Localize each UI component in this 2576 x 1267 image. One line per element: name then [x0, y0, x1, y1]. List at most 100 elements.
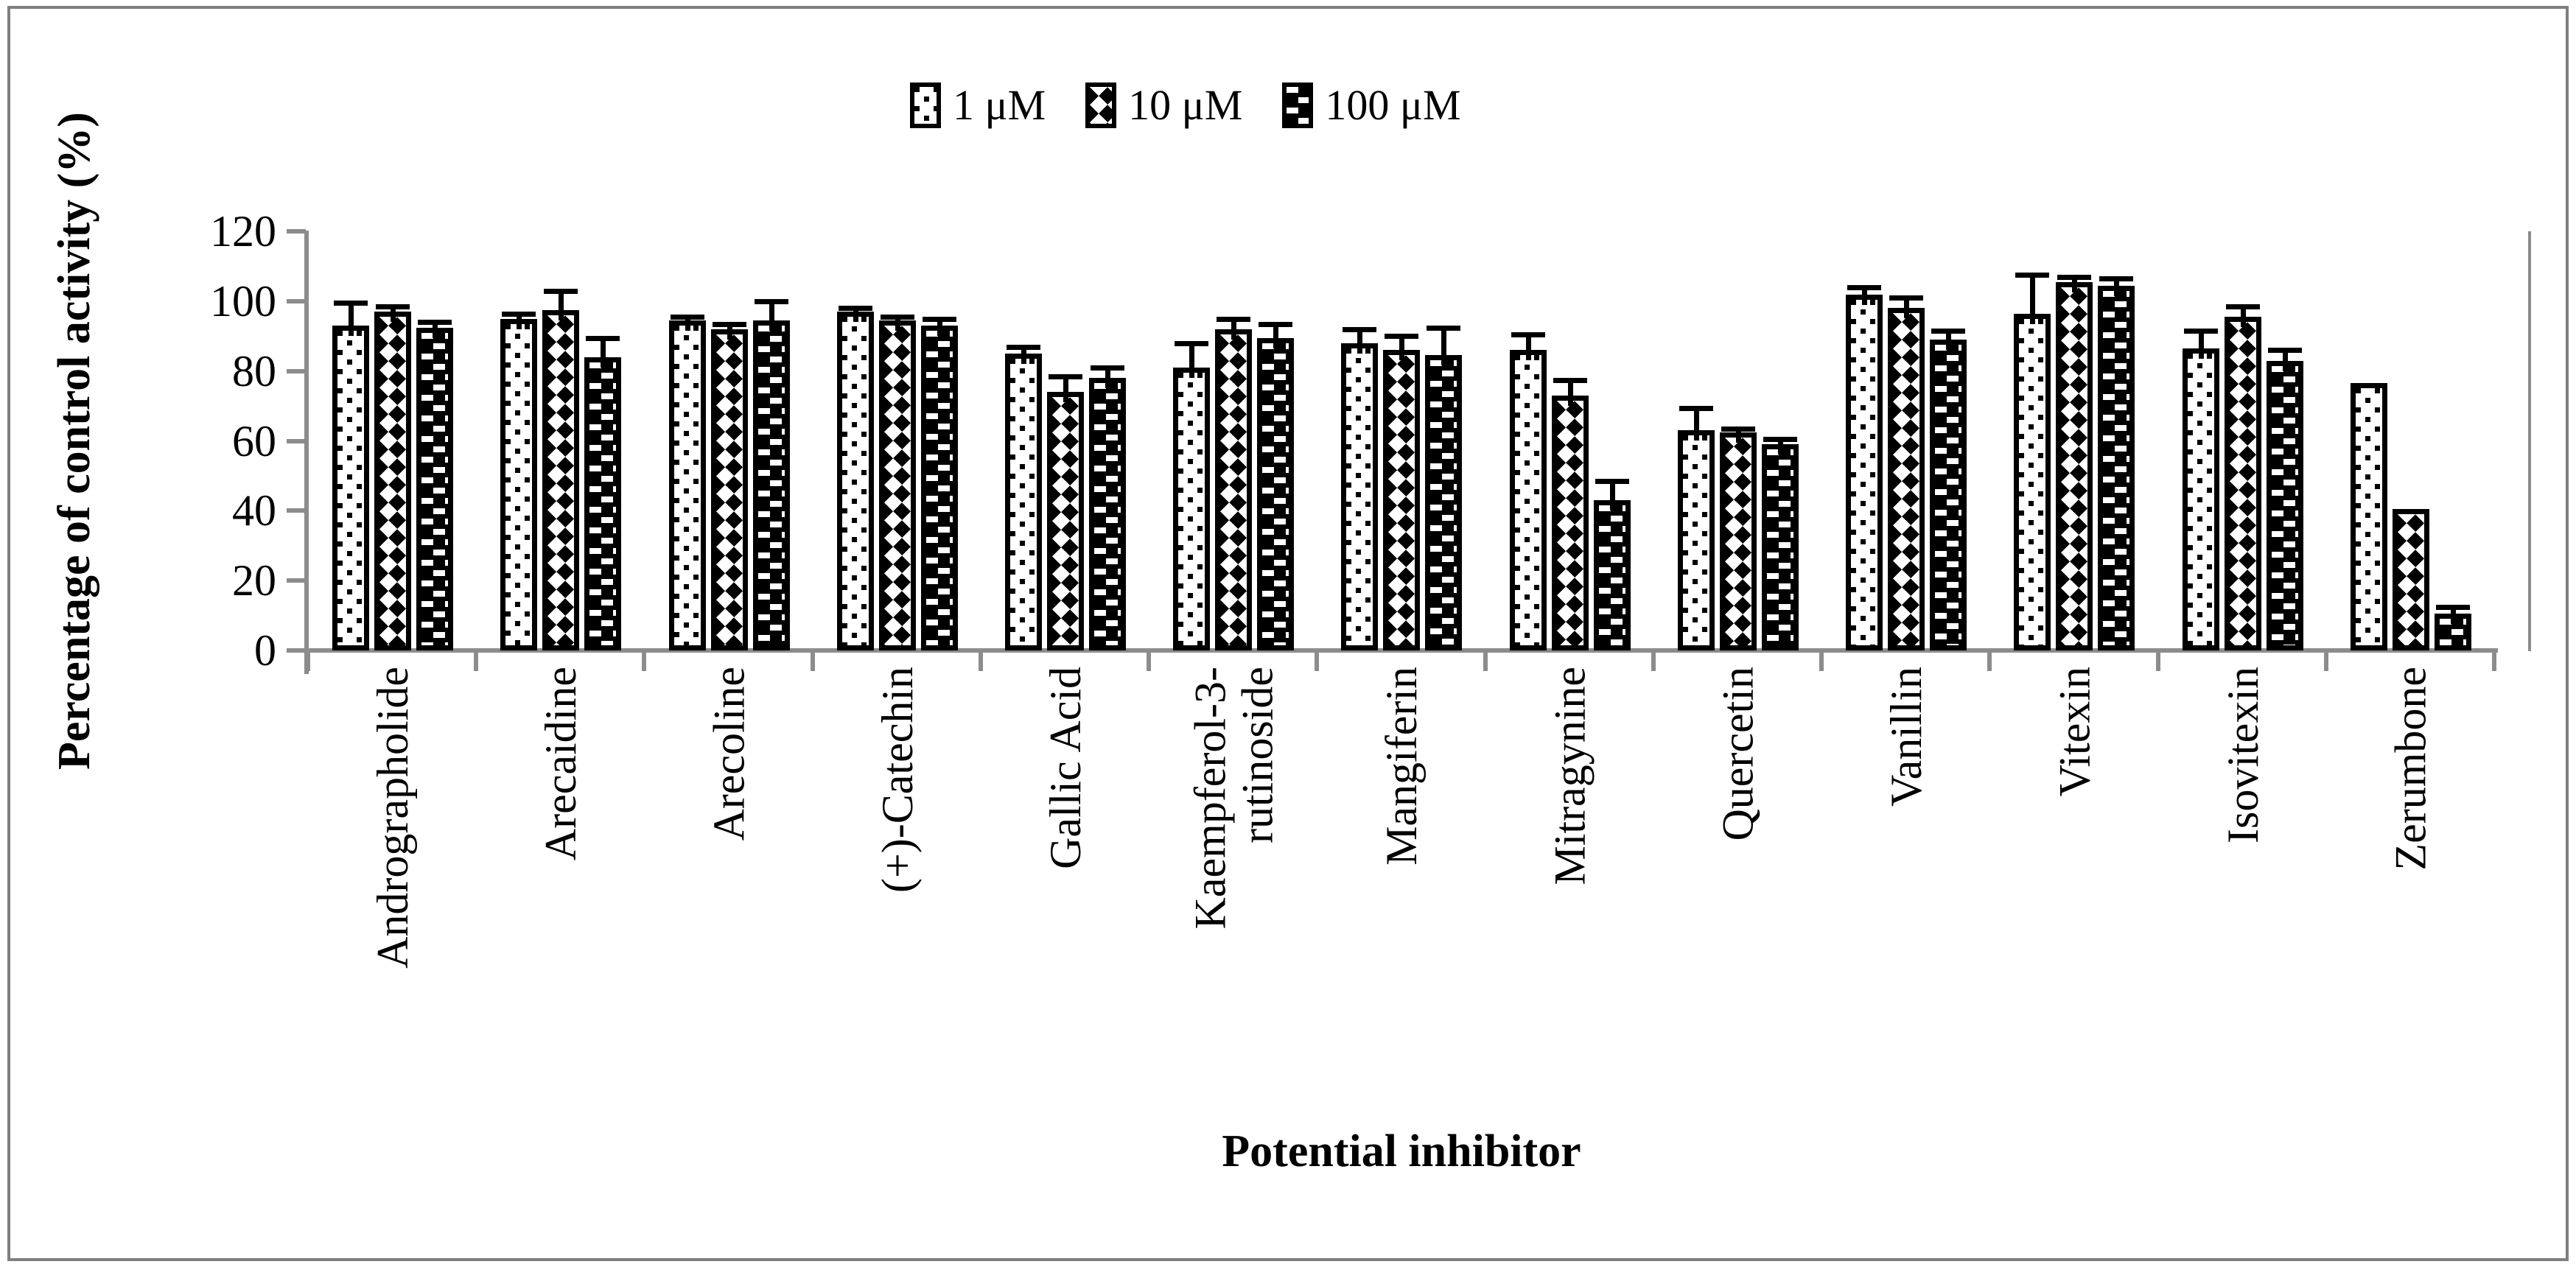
error-bar-cap — [880, 315, 914, 320]
y-tick — [287, 508, 306, 513]
error-bar-cap — [1847, 285, 1882, 291]
y-tick-label: 120 — [210, 207, 276, 256]
bar — [1761, 444, 1799, 650]
bar — [1341, 343, 1379, 650]
bar — [2014, 313, 2051, 650]
error-bar-cap — [922, 316, 956, 322]
category-label: Kaempferol-3- rutinoside — [1186, 667, 1282, 930]
legend-label: 100 μM — [1325, 81, 1461, 129]
category-label: Vitexin — [2050, 667, 2099, 797]
error-bar-cap — [754, 299, 788, 304]
legend-label: 10 μM — [1128, 81, 1243, 129]
error-bar-stem — [391, 306, 396, 323]
category-label: Andrographolide — [368, 667, 418, 969]
error-bar-cap — [1007, 344, 1041, 350]
error-bar-stem — [853, 308, 858, 323]
legend-swatch-icon — [910, 83, 941, 128]
bar — [1509, 350, 1547, 650]
category-label: Arecaidine — [536, 667, 586, 861]
x-axis-line — [304, 648, 2498, 653]
bar — [542, 309, 580, 650]
bar — [1930, 340, 1967, 650]
error-bar-stem — [1399, 336, 1405, 361]
bar — [1719, 432, 1757, 650]
error-bar-cap — [1679, 405, 1713, 411]
y-tick — [287, 368, 306, 373]
error-bar-stem — [1441, 327, 1447, 366]
y-tick — [287, 299, 306, 303]
x-axis-title: Potential inhibitor — [1222, 1126, 1581, 1176]
error-bar-stem — [2450, 606, 2456, 625]
error-bar-cap — [1595, 479, 1629, 485]
legend-item: 10 μM — [1085, 83, 1242, 128]
x-tick — [1987, 649, 1992, 671]
x-tick — [978, 649, 983, 671]
bar — [332, 326, 370, 650]
error-bar-stem — [1609, 481, 1615, 511]
bar — [584, 357, 622, 650]
category-label: (+)-Catechin — [872, 667, 922, 894]
bar — [1425, 355, 1463, 650]
bar — [1383, 350, 1421, 650]
error-bar-stem — [685, 317, 690, 331]
error-bar-cap — [334, 301, 368, 306]
error-bar-cap — [2267, 348, 2302, 354]
error-bar-stem — [2198, 331, 2204, 359]
x-tick — [2491, 649, 2496, 671]
x-tick — [2323, 649, 2328, 671]
bar — [668, 320, 706, 650]
y-axis-title: Percentage of control activity (%) — [49, 111, 99, 770]
error-bar-cap — [1385, 334, 1419, 340]
x-tick — [810, 649, 815, 671]
y-tick-label: 100 — [210, 277, 276, 326]
error-bar-cap — [1427, 325, 1461, 331]
error-bar-cap — [1553, 377, 1587, 383]
error-bar-stem — [349, 303, 354, 337]
category-label: Arecoline — [704, 667, 754, 841]
error-bar-cap — [376, 304, 410, 310]
error-bar-cap — [1763, 437, 1797, 443]
y-tick-label: 0 — [254, 626, 276, 675]
error-bar-cap — [2435, 604, 2470, 610]
y-tick — [287, 438, 306, 443]
bar — [1593, 500, 1631, 650]
x-tick — [1483, 649, 1488, 671]
error-bar-cap — [2099, 276, 2134, 282]
error-bar-stem — [2282, 350, 2288, 371]
bar — [500, 318, 538, 650]
bar — [1005, 354, 1043, 650]
bar — [1677, 430, 1715, 650]
y-axis-line — [304, 231, 309, 674]
bar — [1215, 329, 1253, 650]
error-bar-stem — [559, 290, 564, 320]
plot-right-border — [2528, 231, 2531, 651]
error-bar-cap — [1091, 365, 1125, 371]
error-bar-stem — [1021, 346, 1027, 365]
error-bar-cap — [2015, 273, 2050, 278]
error-bar-cap — [2057, 274, 2092, 280]
bar — [752, 320, 790, 650]
error-bar-cap — [418, 320, 452, 326]
error-bar-stem — [1567, 379, 1573, 406]
x-tick — [1819, 649, 1824, 671]
error-bar-stem — [1777, 439, 1783, 455]
error-bar-stem — [1231, 318, 1237, 340]
bar — [1089, 378, 1127, 650]
y-tick-label: 60 — [232, 416, 276, 466]
category-label: Quercetin — [1713, 667, 1763, 841]
bar — [878, 320, 916, 650]
error-bar-stem — [2072, 276, 2078, 292]
bar — [2266, 360, 2303, 650]
bar — [1846, 294, 1883, 650]
error-bar-stem — [1904, 298, 1910, 319]
x-tick — [306, 649, 310, 671]
error-bar-cap — [1343, 326, 1377, 332]
error-bar-cap — [1259, 321, 1293, 327]
bar — [1257, 337, 1295, 650]
error-bar-stem — [895, 317, 900, 331]
bar — [1047, 392, 1085, 650]
error-bar-stem — [2240, 306, 2246, 328]
error-bar-stem — [601, 337, 606, 368]
category-label: Mitragynine — [1545, 667, 1595, 885]
error-bar-stem — [433, 322, 438, 338]
